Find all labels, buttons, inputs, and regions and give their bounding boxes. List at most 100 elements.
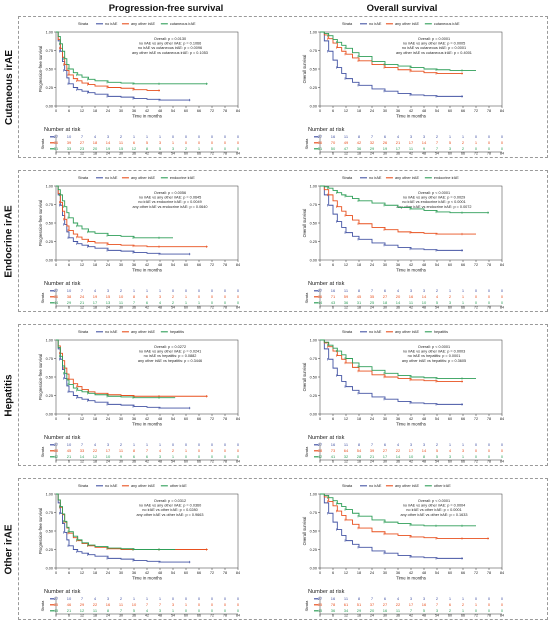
risk-count: 27 — [383, 294, 388, 299]
risk-count: 14 — [106, 140, 111, 145]
risk-count: 16 — [331, 134, 336, 139]
risk-count: 0 — [488, 596, 491, 601]
risk-count: 0 — [185, 134, 188, 139]
x-tick-label: 12 — [80, 571, 84, 575]
x-tick-label: 48 — [422, 571, 426, 575]
risk-count: 8 — [133, 448, 136, 453]
risk-x-tick-label: 6 — [68, 460, 70, 464]
risk-count: 28 — [357, 454, 362, 459]
x-tick-label: 36 — [396, 263, 400, 267]
risk-count: 8 — [358, 442, 361, 447]
risk-count: 0 — [237, 294, 240, 299]
y-tick-label: 1.00 — [46, 338, 53, 342]
x-tick-label: 78 — [487, 263, 491, 267]
x-tick-label: 18 — [357, 263, 361, 267]
risk-x-tick-label: 42 — [145, 614, 149, 618]
x-tick-label: 54 — [435, 571, 439, 575]
legend-label: any other irAE — [395, 330, 420, 334]
risk-count: 2 — [462, 146, 465, 151]
risk-count: 0 — [237, 140, 240, 145]
risk-count: 4 — [94, 288, 97, 293]
risk-count: 0 — [224, 146, 227, 151]
risk-x-tick-label: 78 — [487, 306, 491, 310]
risk-count: 0 — [185, 442, 188, 447]
x-tick-label: 24 — [106, 417, 110, 421]
risk-count: 23 — [80, 146, 85, 151]
risk-count: 7 — [133, 300, 136, 305]
risk-count: 14 — [422, 294, 427, 299]
x-axis-title: Time in months — [396, 268, 427, 273]
risk-count: 0 — [198, 140, 201, 145]
risk-x-tick-label: 36 — [132, 152, 136, 156]
risk-count: 6 — [384, 134, 387, 139]
risk-strata-label: Strata — [40, 600, 45, 611]
y-tick-label: 1.00 — [310, 184, 317, 188]
risk-strata-label: Strata — [304, 600, 309, 611]
risk-count: 0 — [224, 442, 227, 447]
risk-count: 59 — [344, 294, 349, 299]
legend-title: Strata — [78, 176, 89, 180]
risk-count: 3 — [423, 442, 426, 447]
risk-count: 38 — [67, 294, 72, 299]
y-axis-title: Progression-free survival — [38, 46, 43, 92]
risk-x-tick-label: 42 — [145, 152, 149, 156]
risk-count: 1 — [133, 288, 136, 293]
risk-x-tick-label: 48 — [158, 614, 162, 618]
risk-count: 2 — [436, 134, 439, 139]
p-value-annotation: any other irAE vs hepatitis: p = 0.3605 — [402, 359, 466, 363]
y-tick-label: 0.75 — [310, 203, 317, 207]
risk-x-tick-label: 0 — [319, 152, 321, 156]
risk-count: 5 — [436, 448, 439, 453]
y-axis-title: Progression-free survival — [38, 200, 43, 246]
x-tick-label: 36 — [132, 571, 136, 575]
risk-x-tick-label: 66 — [461, 306, 465, 310]
risk-count: 2 — [120, 288, 123, 293]
survival-curve — [320, 185, 476, 235]
risk-count: 0 — [224, 448, 227, 453]
y-axis-title: Progression-free survival — [38, 354, 43, 400]
risk-count: 27 — [318, 596, 323, 601]
km-plot-cutaneous-os: 0.000.250.500.751.000 6 12 18 24 30 36 42 48 54 60… — [302, 22, 504, 156]
risk-count: 4 — [146, 608, 149, 613]
risk-count: 1 — [475, 602, 478, 607]
survival-curve — [320, 493, 463, 559]
risk-count: 43 — [331, 300, 336, 305]
x-tick-label: 12 — [344, 417, 348, 421]
risk-x-tick-label: 54 — [171, 614, 175, 618]
x-tick-label: 72 — [210, 109, 214, 113]
risk-x-tick-label: 60 — [184, 152, 188, 156]
risk-x-tick-label: 12 — [344, 614, 348, 618]
x-tick-label: 60 — [448, 109, 452, 113]
risk-table-title: Number at risk — [44, 281, 81, 287]
risk-count: 11 — [409, 146, 414, 151]
y-axis-title: Overall survival — [302, 209, 307, 238]
risk-x-tick-label: 24 — [106, 614, 110, 618]
risk-count: 0 — [237, 448, 240, 453]
risk-count: 4 — [94, 596, 97, 601]
km-plot-hepatitis-os: 0.000.250.500.751.000 6 12 18 24 30 36 42 48 54 60… — [302, 330, 504, 464]
y-tick-label: 0.50 — [46, 529, 53, 533]
p-value-annotation: no irAE vs other irAE: p = 0.0001 — [406, 508, 461, 512]
risk-x-tick-label: 30 — [119, 460, 123, 464]
risk-count: 1 — [475, 140, 478, 145]
risk-count: 2 — [120, 134, 123, 139]
y-tick-label: 0.75 — [46, 511, 53, 515]
p-value-annotation: no irAE vs any other irAE: p = 0.0241 — [139, 350, 202, 354]
risk-count: 49 — [344, 140, 349, 145]
risk-count: 61 — [344, 602, 349, 607]
x-tick-label: 6 — [68, 571, 70, 575]
p-value-annotation: no irAE vs hepatitis: p = 0.0001 — [408, 354, 461, 358]
risk-count: 0 — [237, 608, 240, 613]
x-tick-label: 36 — [132, 109, 136, 113]
risk-count: 0 — [211, 140, 214, 145]
km-plot-hepatitis-pfs: 0.000.250.500.751.000 6 12 18 24 30 36 42 48 54 60… — [38, 330, 240, 464]
x-axis-title: Time in months — [396, 576, 427, 581]
risk-count: 0 — [501, 608, 504, 613]
x-tick-label: 54 — [171, 571, 175, 575]
x-tick-label: 12 — [344, 263, 348, 267]
x-tick-label: 78 — [487, 109, 491, 113]
risk-x-tick-label: 66 — [461, 460, 465, 464]
risk-x-tick-label: 6 — [68, 614, 70, 618]
risk-x-tick-label: 24 — [106, 152, 110, 156]
risk-count: 0 — [237, 146, 240, 151]
